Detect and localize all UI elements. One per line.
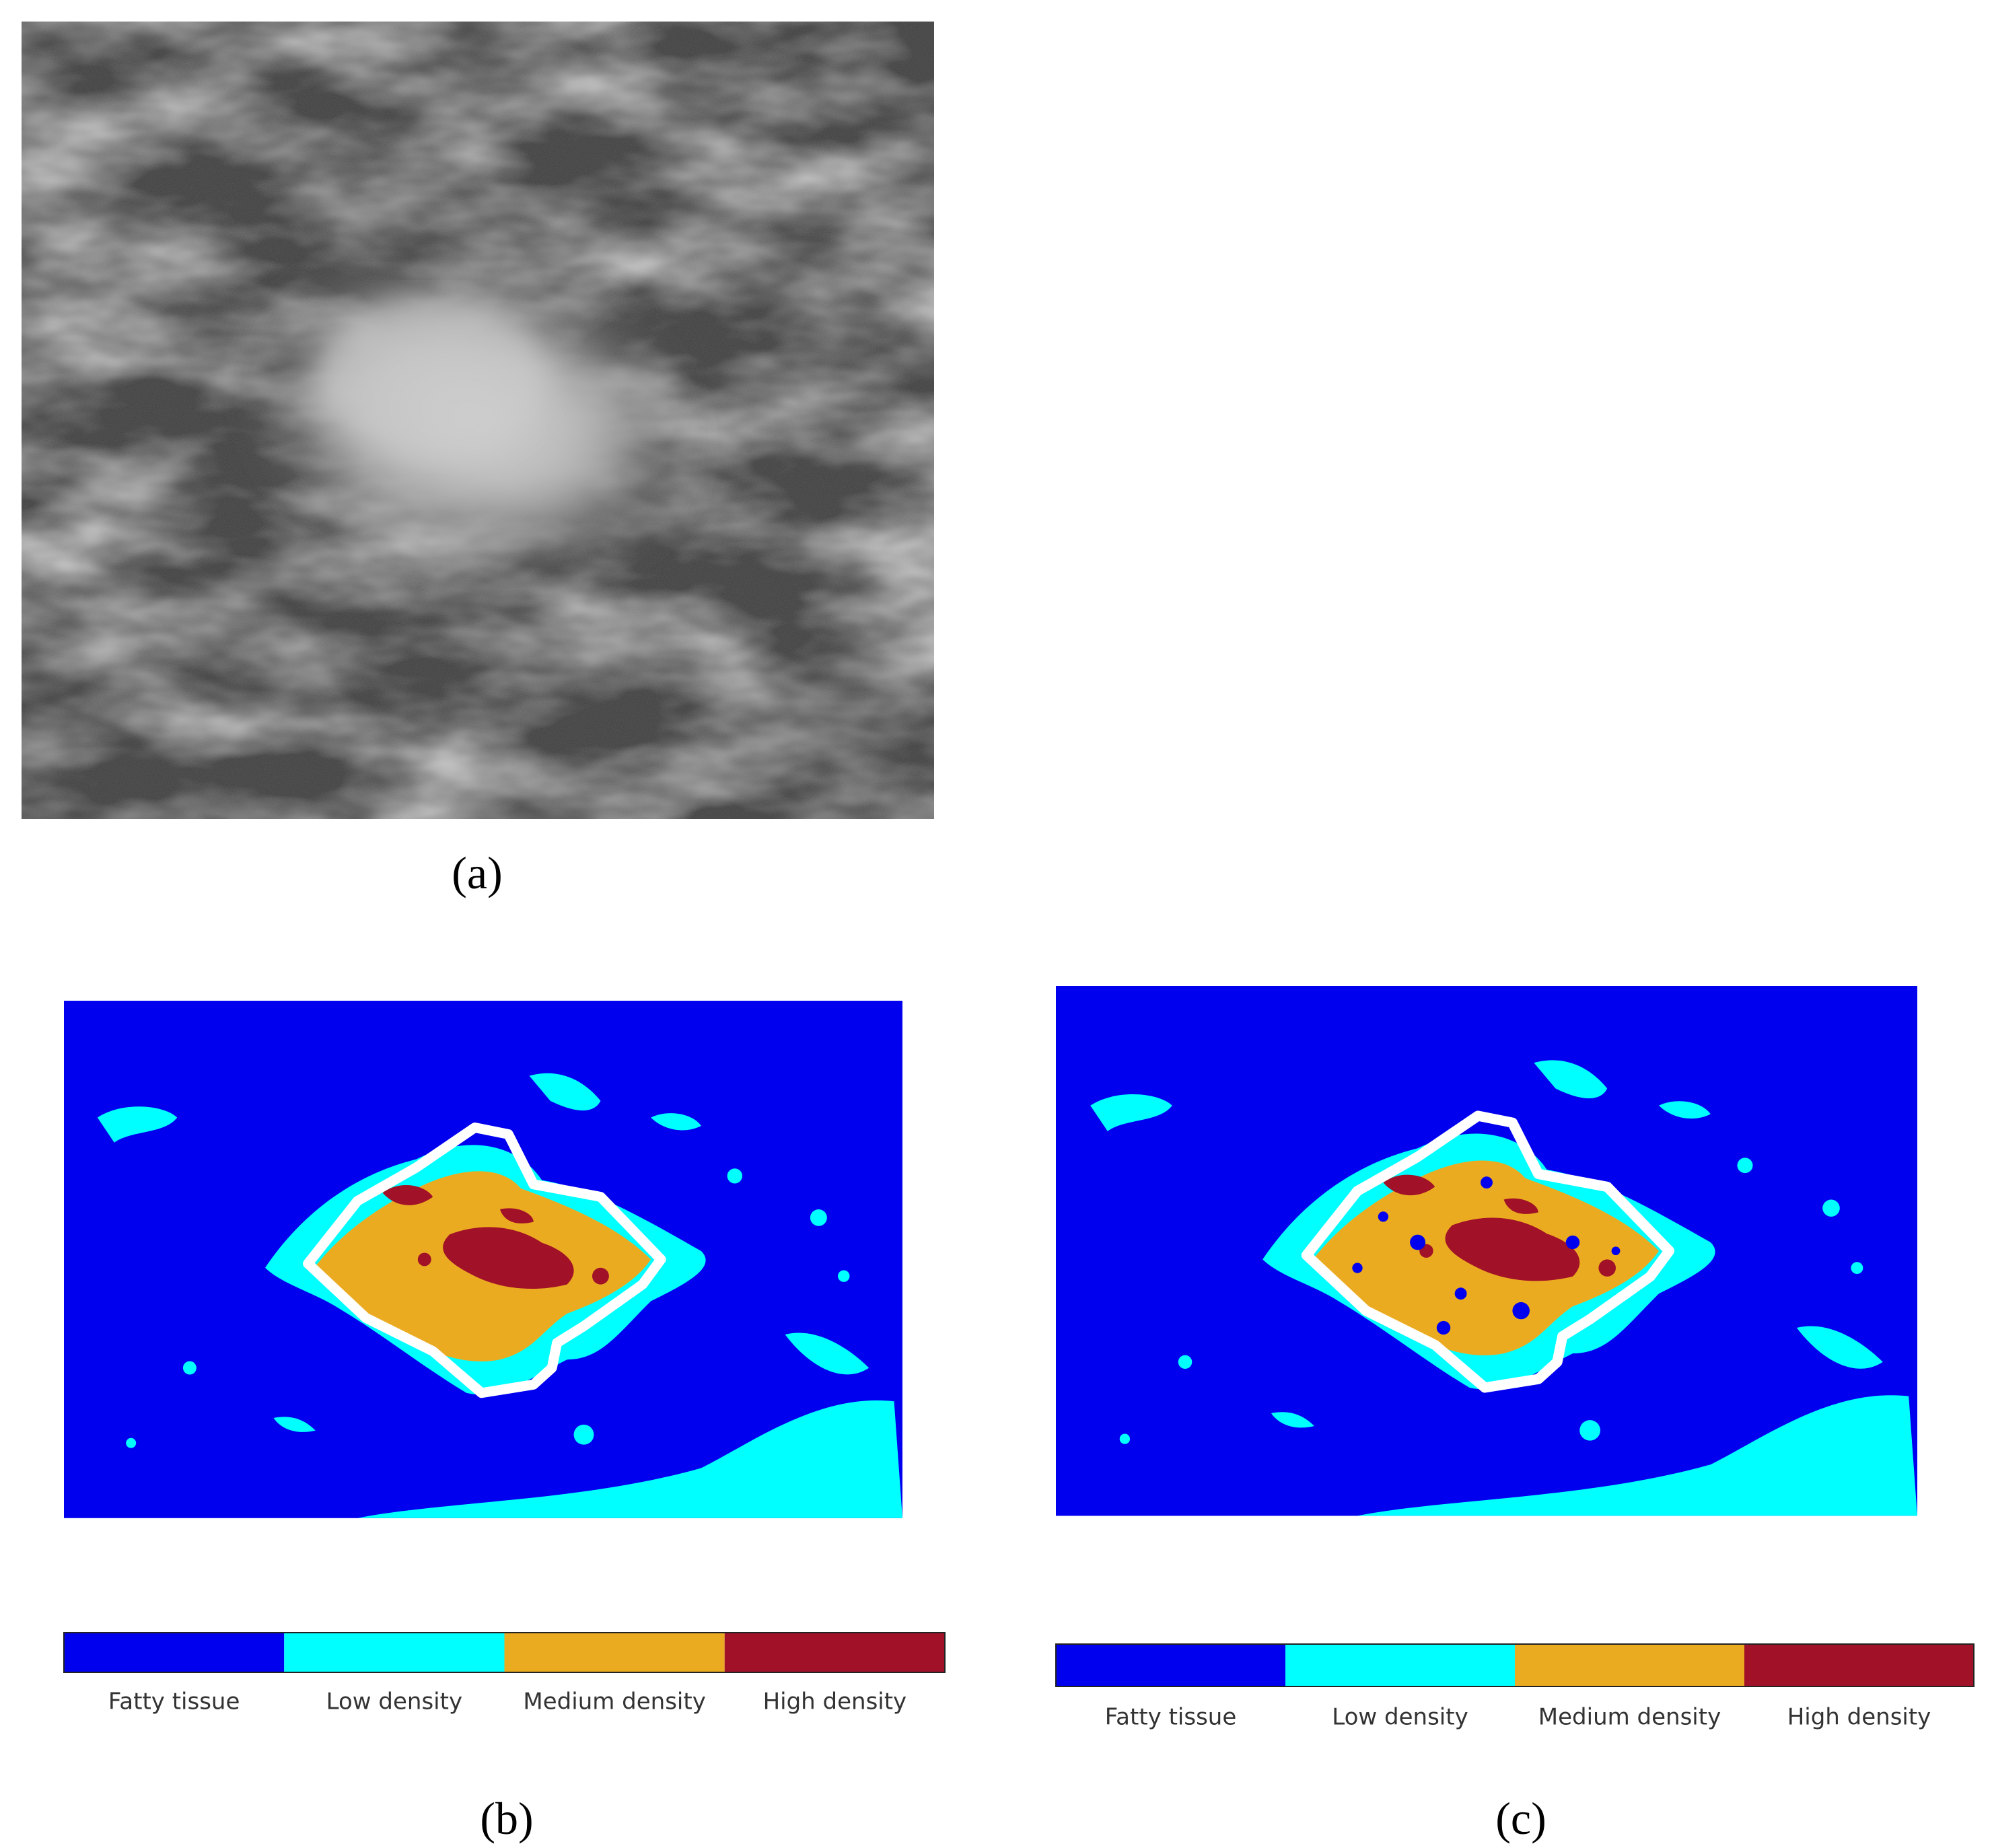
panel-label: (a) (452, 847, 502, 898)
colorbar-label: Fatty tissue (1105, 1704, 1237, 1731)
colorbar-frame (63, 1632, 946, 1673)
colorbar-label: High density (1787, 1704, 1931, 1731)
colorbar-frame (1055, 1643, 1975, 1687)
colorbar-segment (1744, 1644, 1974, 1686)
panel-label: (b) (480, 1793, 533, 1844)
colorbar: Fatty tissue Low density Medium density Hig… (1055, 1643, 1975, 1731)
colorbar-label: Low density (326, 1689, 462, 1715)
colorbar-segment (504, 1633, 725, 1672)
colorbar-segment (1515, 1644, 1744, 1686)
colorbar-label: High density (763, 1689, 907, 1715)
colorbar-label: Fatty tissue (108, 1689, 240, 1715)
colorbar-label: Medium density (1538, 1704, 1721, 1731)
colorbar-segment (284, 1633, 505, 1672)
colorbar: Fatty tissue Low density Medium density Hig… (63, 1632, 946, 1715)
panel-label: (c) (1495, 1793, 1546, 1844)
mammogram-image (22, 22, 934, 819)
segmentation-map (1056, 986, 1917, 1516)
colorbar-segment (724, 1633, 945, 1672)
colorbar-label: Medium density (523, 1689, 705, 1715)
colorbar-segment (64, 1633, 285, 1672)
colorbar-segment (1056, 1644, 1285, 1686)
colorbar-segment (1285, 1644, 1515, 1686)
segmentation-map (64, 1001, 902, 1518)
colorbar-label: Low density (1332, 1704, 1468, 1731)
